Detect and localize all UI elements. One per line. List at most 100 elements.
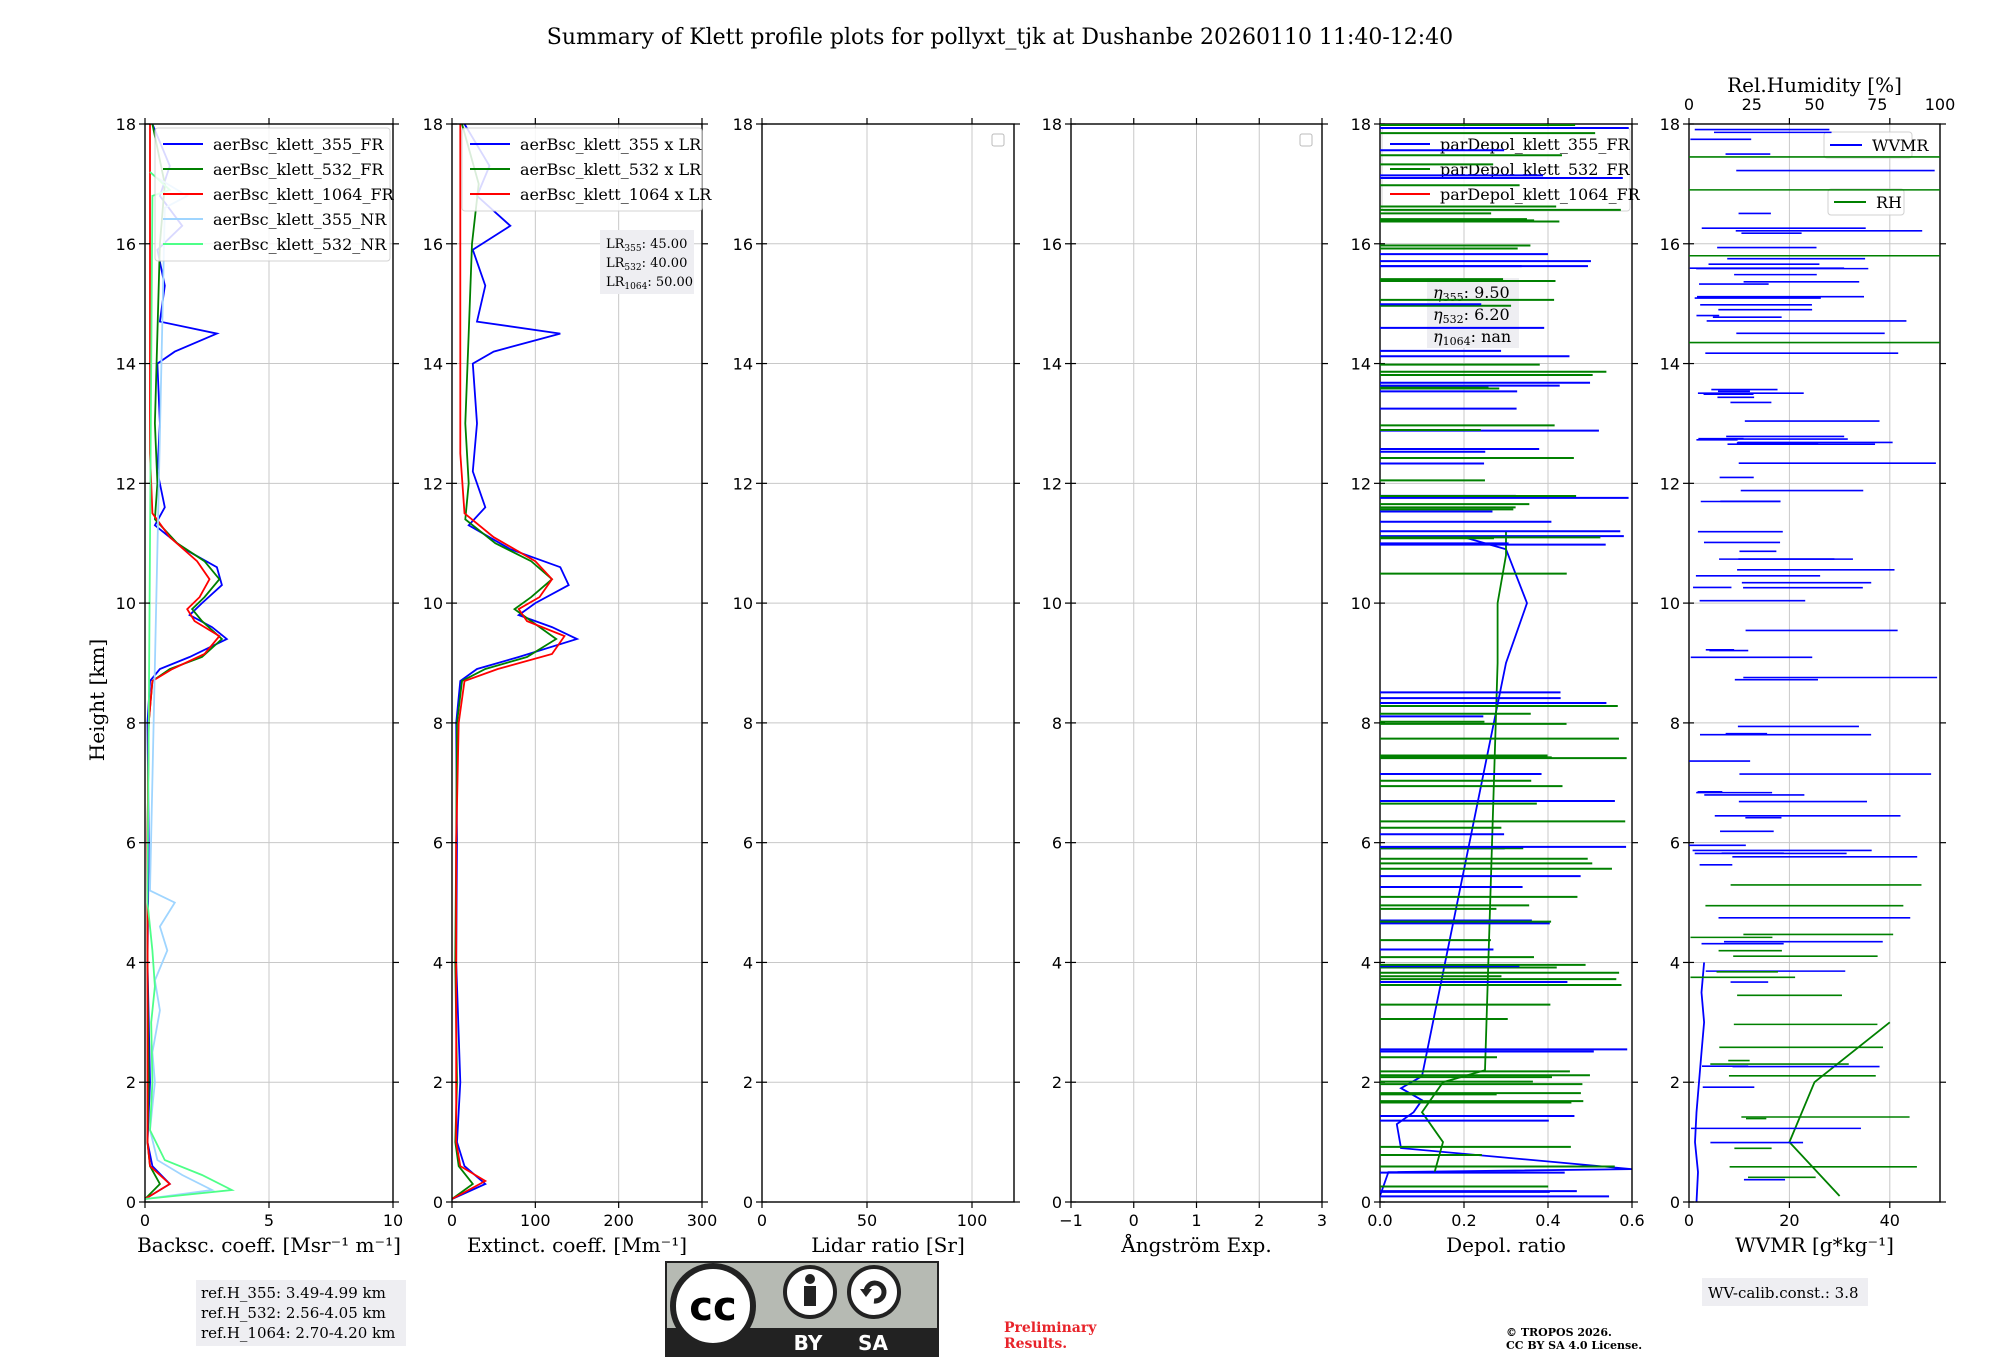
y-tick-label: 0 xyxy=(1670,1193,1680,1212)
y-tick-label: 6 xyxy=(1670,834,1680,853)
y-tick-label: 8 xyxy=(1361,714,1371,733)
y-tick-label: 18 xyxy=(1351,115,1371,134)
series-line-bsc-0 xyxy=(145,124,229,1200)
x-axis-label: Ångström Exp. xyxy=(1120,1232,1271,1257)
legend-box-wvmr xyxy=(1823,131,1913,159)
y-tick-label: 12 xyxy=(1042,474,1062,493)
x-tick-label: 3 xyxy=(1317,1211,1327,1230)
y-tick-label: 4 xyxy=(743,953,753,972)
y-tick-label: 14 xyxy=(1660,355,1680,374)
x-tick-label: 1 xyxy=(1191,1211,1201,1230)
x-axis-label: Extinct. coeff. [Mm⁻¹] xyxy=(467,1233,687,1257)
panel-lr: 0 2 4 6 8 10 12 14 16 18 0 50 100 Lidar ratio [Sr] xyxy=(733,115,1020,1257)
y-tick-label: 4 xyxy=(1361,953,1371,972)
x-axis-label: WVMR [g*kg⁻¹] xyxy=(1735,1233,1894,1257)
legend-label: RH xyxy=(1876,193,1902,212)
legend-bsc: aerBsc_klett_355_FR aerBsc_klett_532_FRae… xyxy=(154,127,395,262)
depol-noise-streaks xyxy=(1380,124,1629,1198)
y-tick-label: 0 xyxy=(1052,1193,1062,1212)
y-tick-label: 10 xyxy=(1660,594,1680,613)
y-tick-label: 12 xyxy=(733,474,753,493)
x-tick-label: 50 xyxy=(857,1211,877,1230)
x-tick-label: 300 xyxy=(687,1211,718,1230)
series-line-wv-0 xyxy=(1694,962,1706,1202)
y-tick-label: 6 xyxy=(1361,834,1371,853)
x-tick-label: 0 xyxy=(447,1211,457,1230)
y-tick-label: 8 xyxy=(743,714,753,733)
copyright-line-2: CC BY SA 4.0 License. xyxy=(1506,1339,1642,1352)
top-tick-label: 50 xyxy=(1804,95,1824,114)
y-tick-label: 16 xyxy=(1660,235,1680,254)
x-tick-label: 0.2 xyxy=(1451,1211,1476,1230)
y-axis-label: Height [km] xyxy=(85,639,109,761)
top-axis-label: Rel.Humidity [%] xyxy=(1727,73,1902,97)
preliminary-line-2: Results. xyxy=(1004,1336,1067,1352)
series-line-wv-1 xyxy=(1788,1021,1891,1197)
top-tick-label: 25 xyxy=(1742,95,1762,114)
x-axis-label: Backsc. coeff. [Msr⁻¹ m⁻¹] xyxy=(137,1233,401,1257)
y-tick-label: 14 xyxy=(1042,355,1062,374)
ref-height-532: ref.H_532: 2.56-4.05 km xyxy=(201,1304,386,1322)
lidar-ratio-entry: LR1064: 50.00 xyxy=(606,275,693,292)
panel-bsc: 0 2 4 6 8 10 12 14 16 18 0 5 10 Backsc. coeff. [Msr⁻¹… xyxy=(116,115,404,1257)
ref-height-1064: ref.H_1064: 2.70-4.20 km xyxy=(201,1324,395,1342)
x-tick-label: 200 xyxy=(603,1211,634,1230)
series-line-dep-0 xyxy=(1380,536,1632,1197)
y-tick-label: 6 xyxy=(743,834,753,853)
x-tick-label: 40 xyxy=(1880,1211,1900,1230)
y-tick-label: 16 xyxy=(1042,235,1062,254)
y-tick-label: 16 xyxy=(733,235,753,254)
y-tick-label: 2 xyxy=(743,1073,753,1092)
series-line-bsc-1 xyxy=(145,124,224,1200)
y-tick-label: 6 xyxy=(126,834,136,853)
y-tick-label: 10 xyxy=(423,594,443,613)
eta-box xyxy=(1427,278,1519,348)
ref-height-355: ref.H_355: 3.49-4.99 km xyxy=(201,1284,386,1302)
panel-dep: 0 2 4 6 8 10 12 14 16 18 0.0 0.2 0.4 0.6 Depol. ratio p… xyxy=(1351,115,1645,1257)
y-tick-label: 14 xyxy=(1351,355,1371,374)
plot-frame xyxy=(761,123,1015,1203)
y-tick-label: 0 xyxy=(1361,1193,1371,1212)
eta-entry: η532: 6.20 xyxy=(1433,305,1510,326)
legend-wv: WVMR RH xyxy=(1823,131,1929,216)
legend-label: aerBsc_klett_532_NR xyxy=(213,235,387,254)
empty-legend-box xyxy=(1299,133,1313,147)
y-tick-label: 16 xyxy=(116,235,136,254)
empty-legend-box xyxy=(991,133,1005,147)
y-tick-label: 10 xyxy=(733,594,753,613)
series-line-bsc-3 xyxy=(145,177,216,1200)
y-tick-label: 2 xyxy=(1052,1073,1062,1092)
y-tick-label: 16 xyxy=(423,235,443,254)
x-tick-label: 0.4 xyxy=(1535,1211,1560,1230)
y-tick-label: 18 xyxy=(116,115,136,134)
y-tick-label: 10 xyxy=(1042,594,1062,613)
x-tick-label: 100 xyxy=(957,1211,988,1230)
legend-dep: parDepol_klett_355_FRparDepol_klett_532_… xyxy=(1381,127,1641,212)
cc-by-label: BY xyxy=(794,1331,823,1355)
top-tick-label: 0 xyxy=(1684,95,1694,114)
legend-label: WVMR xyxy=(1872,136,1929,155)
reference-height-box: ref.H_355: 3.49-4.99 km ref.H_532: 2.56-… xyxy=(196,1280,406,1346)
y-tick-label: 18 xyxy=(1042,115,1062,134)
x-tick-label: 100 xyxy=(520,1211,551,1230)
legend-box xyxy=(154,127,391,262)
y-tick-label: 6 xyxy=(1052,834,1062,853)
y-tick-label: 8 xyxy=(126,714,136,733)
wv-calibration-constant: WV-calib.const.: 3.8 xyxy=(1708,1284,1859,1302)
series-line-bsc-2 xyxy=(145,124,221,1200)
y-tick-label: 4 xyxy=(1670,953,1680,972)
x-tick-label: 2 xyxy=(1254,1211,1264,1230)
share-alike-icon xyxy=(847,1265,901,1319)
legend-label: aerBsc_klett_1064_FR xyxy=(213,185,395,204)
y-tick-label: 8 xyxy=(433,714,443,733)
wvmr-noise-streaks xyxy=(1689,128,1940,1181)
plot-frame xyxy=(451,123,703,1203)
lidar-ratio-box xyxy=(600,230,694,294)
reference-height-box-bg xyxy=(196,1280,406,1346)
x-axis-label: Depol. ratio xyxy=(1446,1233,1566,1257)
y-tick-label: 2 xyxy=(1361,1073,1371,1092)
y-tick-label: 10 xyxy=(1351,594,1371,613)
